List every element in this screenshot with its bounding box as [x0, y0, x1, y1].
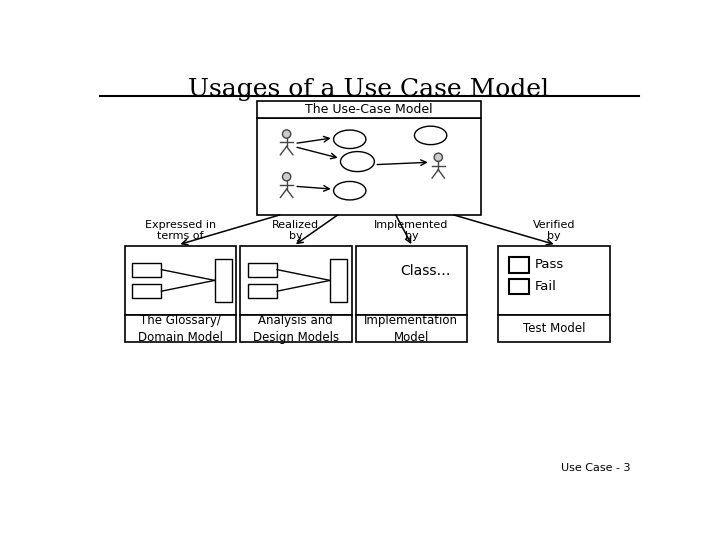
Text: Test Model: Test Model: [523, 322, 585, 335]
Text: The Use-Case Model: The Use-Case Model: [305, 103, 433, 116]
Circle shape: [434, 153, 443, 161]
Bar: [356, 315, 467, 342]
Text: Implementation
Model: Implementation Model: [364, 314, 459, 343]
Bar: [132, 284, 161, 298]
Bar: [509, 279, 528, 294]
Circle shape: [282, 173, 291, 181]
Text: Fail: Fail: [535, 280, 557, 293]
Bar: [240, 246, 351, 315]
Bar: [132, 262, 161, 276]
Bar: [356, 246, 467, 315]
Bar: [125, 315, 236, 342]
Ellipse shape: [415, 126, 447, 145]
Ellipse shape: [341, 152, 374, 172]
Text: Pass: Pass: [535, 259, 564, 272]
Bar: [248, 262, 277, 276]
Text: Usages of a Use Case Model: Usages of a Use Case Model: [189, 78, 549, 101]
Bar: [330, 259, 347, 302]
Bar: [498, 246, 610, 315]
Bar: [125, 246, 236, 315]
Text: Class…: Class…: [400, 264, 450, 278]
Bar: [248, 284, 277, 298]
Bar: [257, 101, 481, 118]
Bar: [498, 315, 610, 342]
Circle shape: [282, 130, 291, 138]
Text: Use Case - 3: Use Case - 3: [562, 463, 631, 473]
Bar: [240, 315, 351, 342]
Text: Verified
by: Verified by: [533, 220, 575, 241]
Text: Analysis and
Design Models: Analysis and Design Models: [253, 314, 339, 343]
Ellipse shape: [333, 181, 366, 200]
Bar: [215, 259, 232, 302]
Bar: [509, 257, 528, 273]
Text: Expressed in
terms of: Expressed in terms of: [145, 220, 216, 241]
Text: Implemented
by: Implemented by: [374, 220, 449, 241]
Ellipse shape: [333, 130, 366, 148]
Text: Realized
by: Realized by: [272, 220, 320, 241]
Bar: [257, 118, 481, 215]
Text: The Glossary/
Domain Model: The Glossary/ Domain Model: [138, 314, 223, 343]
